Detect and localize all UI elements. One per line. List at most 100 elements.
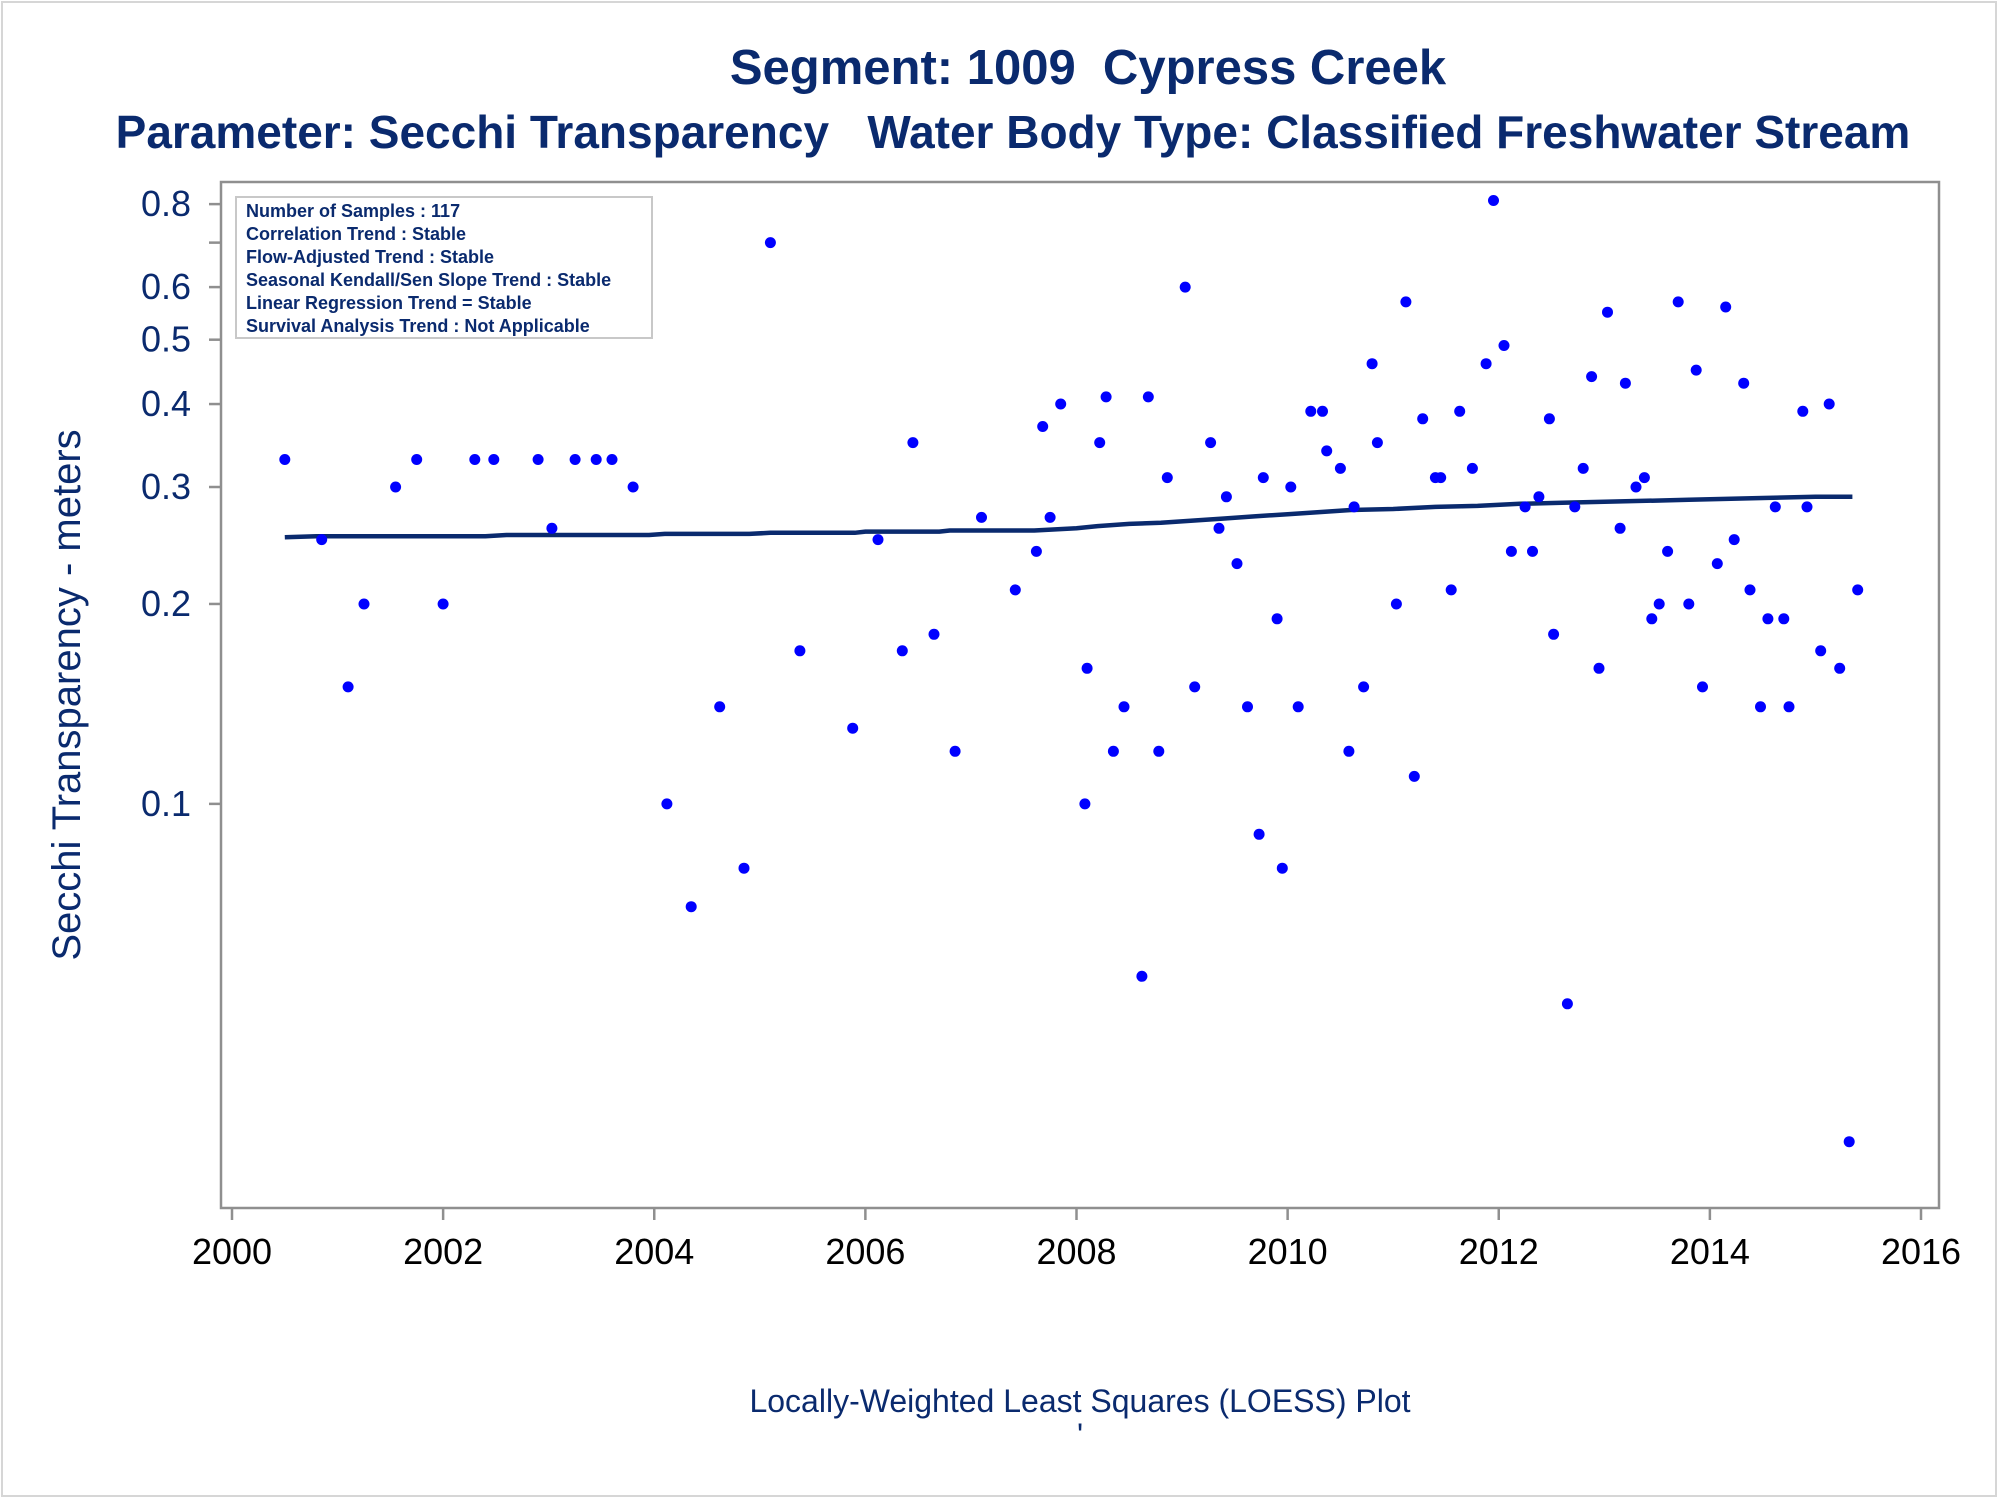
data-point — [1738, 377, 1750, 389]
y-tick-label: 0.2 — [141, 583, 191, 624]
data-point — [411, 454, 423, 465]
y-axis: 0.1 0.2 0.3 0.4 0.5 0.6 0.8 — [141, 183, 221, 824]
data-point — [469, 454, 481, 465]
data-point — [1797, 405, 1809, 417]
data-point — [1720, 301, 1732, 313]
y-tick-label: 0.1 — [141, 783, 191, 824]
data-point — [1543, 413, 1555, 425]
data-point — [606, 454, 618, 465]
x-tick-label: 2012 — [1459, 1231, 1539, 1272]
data-point — [1366, 358, 1378, 370]
data-point — [1646, 613, 1658, 625]
data-point — [390, 481, 402, 493]
data-point — [1142, 391, 1154, 403]
data-point — [1079, 798, 1091, 810]
data-point — [1672, 296, 1684, 308]
data-point — [1153, 745, 1165, 757]
plot-area — [219, 180, 1941, 1210]
data-point — [847, 722, 859, 734]
data-point — [685, 901, 697, 913]
stats-line-survival-analysis: Survival Analysis Trend : Not Applicable — [246, 316, 590, 336]
data-point — [569, 454, 581, 465]
data-point — [1400, 296, 1412, 308]
data-point — [1242, 701, 1253, 713]
data-point — [1435, 472, 1447, 484]
data-point — [661, 798, 673, 810]
data-point — [1292, 701, 1304, 713]
data-point — [1030, 545, 1042, 557]
y-tick-label: 0.6 — [141, 266, 191, 307]
data-point — [342, 681, 354, 693]
data-point — [1783, 701, 1795, 713]
data-point — [1136, 970, 1148, 982]
y-axis-label: Secchi Transparency - meters — [45, 429, 89, 960]
data-point — [1408, 770, 1420, 782]
x-axis: 2000 2002 2004 2006 2008 2010 2012 2014 2016 — [192, 1208, 1961, 1272]
data-point — [1843, 1136, 1855, 1148]
data-point — [714, 701, 726, 713]
data-point — [532, 454, 544, 465]
data-point — [1690, 364, 1702, 376]
data-point — [1638, 472, 1650, 484]
stats-line-flow-adjusted: Flow-Adjusted Trend : Stable — [246, 247, 494, 267]
data-point — [1519, 501, 1531, 513]
data-point — [1334, 462, 1346, 474]
data-point — [1321, 445, 1333, 457]
data-point — [872, 534, 884, 546]
data-point — [1728, 534, 1740, 546]
y-tick-label: 0.4 — [141, 383, 191, 424]
x-tick-label: 2006 — [825, 1231, 905, 1272]
data-point — [627, 481, 639, 493]
data-point — [1417, 413, 1429, 425]
data-point — [1586, 371, 1598, 383]
x-tick-label: 2014 — [1670, 1231, 1750, 1272]
data-point — [976, 511, 987, 523]
data-point — [1815, 645, 1827, 657]
data-point — [279, 454, 291, 465]
stats-line-correlation: Correlation Trend : Stable — [246, 224, 466, 244]
data-point — [1653, 598, 1665, 610]
data-point — [1276, 862, 1288, 874]
data-point — [358, 598, 370, 610]
data-point — [1220, 491, 1232, 503]
data-point — [1445, 584, 1457, 596]
data-point — [1505, 545, 1517, 557]
data-point — [1390, 598, 1402, 610]
data-point — [1009, 584, 1021, 596]
y-tick-label: 0.3 — [141, 466, 191, 507]
data-point — [949, 745, 961, 757]
stats-line-linear-regression: Linear Regression Trend = Stable — [246, 293, 532, 313]
chart-footnote: Locally-Weighted Least Squares (LOESS) P… — [749, 1383, 1410, 1419]
data-point — [1213, 522, 1225, 534]
data-point — [1189, 681, 1201, 693]
data-point — [1107, 745, 1119, 757]
data-point — [1852, 584, 1864, 596]
data-point — [738, 862, 750, 874]
loess-trend-line — [284, 494, 1853, 540]
data-point — [1744, 584, 1756, 596]
data-point — [1285, 481, 1297, 493]
data-point — [1778, 613, 1790, 625]
data-point — [1711, 558, 1723, 570]
data-point — [590, 454, 602, 465]
stats-box-frame — [235, 196, 653, 339]
chart-subtitle: Parameter: Secchi Transparency Water Bod… — [116, 106, 1911, 158]
data-point — [1577, 462, 1589, 474]
stats-line-samples: Number of Samples : 117 — [246, 201, 460, 221]
data-point — [1569, 501, 1581, 513]
data-point — [1662, 545, 1674, 557]
data-point — [1348, 501, 1360, 513]
data-point — [1094, 437, 1106, 449]
data-point — [907, 437, 919, 449]
data-point — [1498, 340, 1510, 351]
chart-title: Segment: 1009 Cypress Creek — [730, 41, 1447, 95]
data-point — [1317, 405, 1328, 417]
data-point — [1769, 501, 1781, 513]
data-point — [1801, 501, 1813, 513]
data-point — [1834, 662, 1846, 674]
data-point — [1614, 522, 1626, 534]
data-point — [1548, 628, 1560, 640]
data-point — [1037, 421, 1049, 432]
x-tick-label: 2010 — [1248, 1231, 1328, 1272]
